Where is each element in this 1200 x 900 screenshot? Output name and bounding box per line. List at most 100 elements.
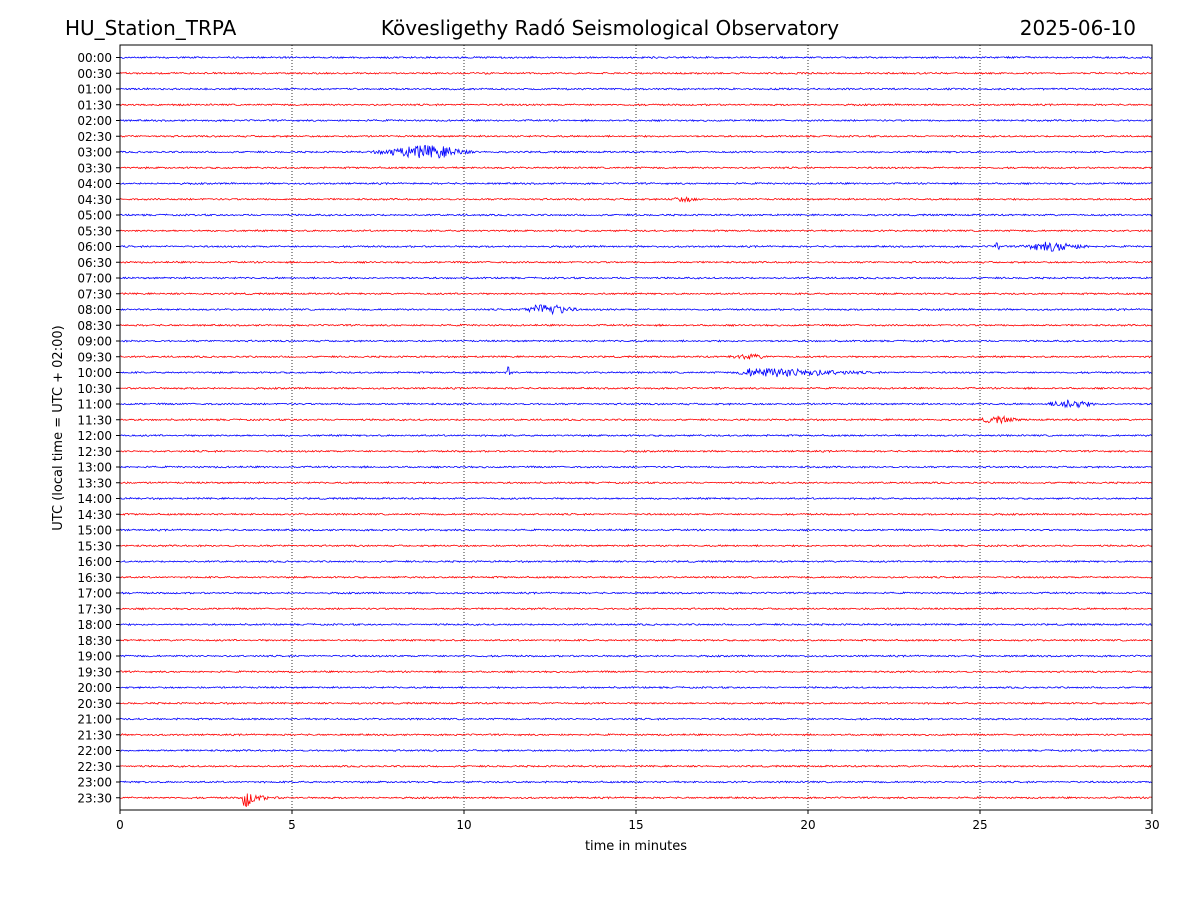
- y-tick-label: 10:00: [77, 366, 112, 380]
- trace-row: [119, 55, 1153, 60]
- trace-row: [119, 512, 1153, 516]
- y-tick-label: 10:30: [77, 382, 112, 396]
- trace-row: [119, 292, 1153, 296]
- trace-row: [119, 733, 1153, 737]
- trace-row: [119, 353, 1153, 361]
- trace-row: [119, 304, 1153, 316]
- trace-row: [119, 481, 1153, 485]
- x-tick-label: 5: [288, 818, 296, 832]
- trace-row: [119, 134, 1153, 138]
- y-tick-label: 17:00: [77, 587, 112, 601]
- y-tick-label: 09:30: [77, 350, 112, 364]
- trace-row: [119, 575, 1153, 579]
- y-tick-label: 16:00: [77, 555, 112, 569]
- y-tick-label: 20:00: [77, 681, 112, 695]
- trace-row: [119, 654, 1153, 658]
- y-tick-label: 05:30: [77, 224, 112, 238]
- y-tick-label: 03:30: [77, 161, 112, 175]
- y-tick-label: 13:00: [77, 461, 112, 475]
- trace-row: [119, 717, 1153, 721]
- trace-row: [119, 260, 1153, 264]
- y-tick-label: 12:00: [77, 429, 112, 443]
- trace-row: [119, 181, 1153, 186]
- y-tick-label: 18:30: [77, 634, 112, 648]
- trace-row: [119, 399, 1153, 409]
- x-tick-label: 20: [800, 818, 815, 832]
- y-tick-label: 00:30: [77, 67, 112, 81]
- y-tick-label: 11:30: [77, 413, 112, 427]
- y-tick-label: 23:00: [77, 776, 112, 790]
- trace-row: [119, 780, 1153, 784]
- trace-row: [119, 638, 1153, 642]
- y-tick-label: 08:30: [77, 319, 112, 333]
- trace-row: [119, 103, 1153, 107]
- trace-row: [119, 339, 1153, 343]
- y-tick-label: 21:00: [77, 713, 112, 727]
- y-tick-label: 09:00: [77, 335, 112, 349]
- trace-row: [119, 166, 1153, 170]
- y-tick-label: 21:30: [77, 728, 112, 742]
- trace-row: [119, 71, 1153, 75]
- y-tick-label: 06:30: [77, 256, 112, 270]
- trace-row: [119, 465, 1153, 469]
- y-tick-label: 02:30: [77, 130, 112, 144]
- trace-row: [119, 591, 1153, 595]
- trace-row: [119, 118, 1153, 123]
- y-tick-label: 06:00: [77, 240, 112, 254]
- y-tick-label: 04:30: [77, 193, 112, 207]
- y-tick-label: 18:00: [77, 618, 112, 632]
- y-tick-label: 20:30: [77, 697, 112, 711]
- y-tick-label: 02:00: [77, 114, 112, 128]
- y-tick-label: 16:30: [77, 571, 112, 585]
- y-tick-label: 23:30: [77, 791, 112, 805]
- y-tick-label: 15:00: [77, 524, 112, 538]
- y-tick-label: 22:30: [77, 760, 112, 774]
- y-tick-label: 19:00: [77, 650, 112, 664]
- y-tick-label: 22:00: [77, 744, 112, 758]
- trace-row: [119, 323, 1153, 327]
- trace-row: [119, 701, 1153, 705]
- y-tick-label: 13:30: [77, 476, 112, 490]
- trace-row: [119, 670, 1153, 674]
- x-tick-label: 15: [628, 818, 643, 832]
- y-tick-label: 01:00: [77, 83, 112, 97]
- y-tick-label: 07:30: [77, 287, 112, 301]
- trace-row: [119, 196, 1153, 203]
- trace-row: [119, 559, 1153, 564]
- trace-row: [119, 414, 1153, 425]
- trace-row: [119, 87, 1153, 91]
- y-tick-label: 12:30: [77, 445, 112, 459]
- y-tick-label: 15:30: [77, 539, 112, 553]
- x-axis-label: time in minutes: [585, 839, 687, 854]
- y-tick-label: 08:00: [77, 303, 112, 317]
- trace-row: [119, 496, 1153, 501]
- x-axis-ticks: 0 5 10 15 20 25 30: [116, 810, 1160, 832]
- y-tick-label: 03:00: [77, 146, 112, 160]
- x-tick-label: 10: [456, 818, 471, 832]
- trace-row: [119, 213, 1153, 217]
- record-date: 2025-06-10: [1019, 16, 1136, 40]
- y-tick-label: 04:00: [77, 177, 112, 191]
- trace-row: [119, 449, 1153, 453]
- x-tick-label: 25: [972, 818, 987, 832]
- trace-row: [119, 386, 1153, 390]
- trace-row: [119, 622, 1153, 627]
- y-tick-label: 14:00: [77, 492, 112, 506]
- y-tick-label: 11:00: [77, 398, 112, 412]
- y-tick-label: 14:30: [77, 508, 112, 522]
- x-tick-label: 0: [116, 818, 124, 832]
- y-tick-label: 07:00: [77, 272, 112, 286]
- trace-row: [119, 793, 1153, 808]
- trace-row: [119, 276, 1153, 280]
- trace-row: [119, 144, 1153, 159]
- trace-row: [119, 607, 1153, 611]
- seismogram-traces: [119, 55, 1153, 808]
- x-tick-label: 30: [1144, 818, 1159, 832]
- trace-row: [119, 433, 1153, 438]
- trace-row: [119, 241, 1153, 252]
- station-name: HU_Station_TRPA: [65, 16, 237, 40]
- trace-row: [119, 748, 1153, 753]
- trace-row: [119, 764, 1153, 768]
